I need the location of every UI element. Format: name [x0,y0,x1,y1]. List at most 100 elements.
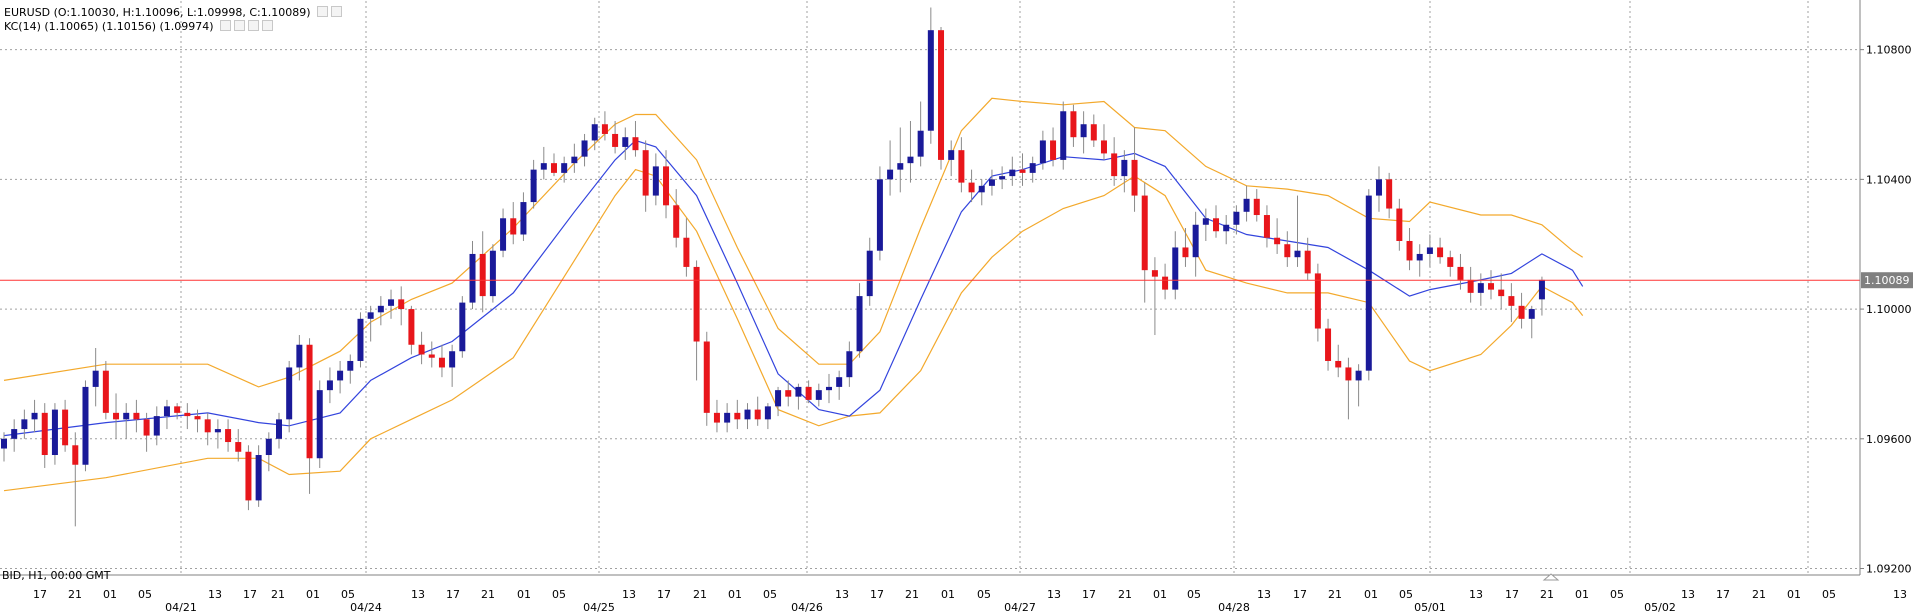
candle [988,169,995,196]
candle [306,338,313,494]
candle-body-bear [1274,237,1281,245]
candle [764,403,771,430]
candle-body-bear [1131,159,1138,196]
candle [856,283,863,358]
candle-body-bull [1294,250,1301,258]
candle-body-bull [897,163,904,170]
candle [1223,215,1230,245]
current-price-line: 1.10089 [0,272,1913,289]
candle [1019,153,1026,186]
candle [1050,127,1057,167]
candle [275,412,282,449]
candle [601,111,608,141]
candle-body-bull [21,419,28,430]
candle [948,140,955,177]
candle-body-bear [174,406,181,413]
candle [1457,253,1464,290]
time-tick-label: 13 [1893,588,1907,601]
candle [1518,292,1525,329]
candle [1447,250,1454,277]
candle-body-bull [51,409,58,456]
candle [500,208,507,258]
candle [326,367,333,404]
candle-body-bear [1335,360,1342,368]
candle [897,127,904,193]
candle-body-bull [11,429,18,439]
candle [1172,231,1179,300]
candle-body-bear [663,166,670,206]
time-tick-label: 01 [1364,588,1378,601]
candle-body-bull [82,386,89,465]
time-tick-label: 01 [1153,588,1167,601]
candle-body-bull [377,305,384,313]
time-tick-label: 21 [271,588,285,601]
candle-body-bull [265,438,272,456]
candle [1416,244,1423,277]
candle-body-bear [1406,240,1413,261]
candle [367,305,374,342]
date-label: 05/01 [1414,601,1446,614]
candle-body-bull [540,163,547,170]
candle-body-bear [113,412,120,420]
candle [1325,318,1332,371]
candle [632,120,639,157]
time-tick-label: 21 [1752,588,1766,601]
time-tick-label: 17 [657,588,671,601]
candle [194,409,201,433]
kc-visibility-icon[interactable] [234,20,246,31]
candle [459,296,466,358]
candle-body-bull [489,250,496,297]
candle [1508,283,1515,323]
candle-body-bear [734,412,741,420]
time-tick-label: 05 [552,588,566,601]
candle-body-bear [418,344,425,355]
scroll-marker-icon [1542,573,1560,581]
candle-body-bull [917,130,924,157]
candle [1294,195,1301,267]
candle-body-bull [866,250,873,297]
date-label: 04/27 [1004,601,1036,614]
candle-body-bear [1050,140,1057,160]
price-axis[interactable]: 1.10800 1.10400 1.10000 1.09600 1.09200 [1860,44,1912,576]
close-legend-icon[interactable] [331,6,343,17]
candle-body-bull [1365,195,1372,371]
candle [1488,270,1495,300]
keltner-channel [3,97,1584,492]
candle-body-bull [296,344,303,368]
candle [999,166,1006,190]
candle-body-bear [1090,124,1097,141]
candle-body-bear [143,419,150,436]
candle [866,237,873,306]
price-tick-label: 1.09600 [1866,433,1912,446]
candle [571,143,578,173]
candle [1151,257,1158,336]
candle [316,380,323,468]
candle-body-bull [347,360,354,371]
candle [204,412,211,446]
candle [1365,189,1372,381]
candle-body-bear [642,150,649,196]
candle [82,380,89,472]
candle-body-bear [1386,179,1393,209]
candle-body-bear [225,429,232,443]
kc-settings-icon[interactable] [220,20,232,31]
candle [255,445,262,507]
candle-body-bull [652,166,659,196]
candle [795,383,802,410]
candle [581,133,588,167]
candle [1131,127,1138,212]
candle-body-bull [1528,309,1535,319]
time-axis[interactable]: 17 21 01 05 13 17 21 01 05 13 17 21 01 05 13 17 21 01 05 13… [33,588,1907,614]
kc-more-icon[interactable] [262,20,274,31]
candle [540,146,547,180]
candle-body-bear [1263,215,1270,238]
candle-body-bear [1141,195,1148,271]
candle [123,403,130,439]
minimize-legend-icon[interactable] [317,6,329,17]
kc-close-icon[interactable] [248,20,260,31]
candle [1070,104,1077,147]
candle-body-bull [1172,247,1179,290]
candle [652,153,659,206]
candle [1039,130,1046,170]
